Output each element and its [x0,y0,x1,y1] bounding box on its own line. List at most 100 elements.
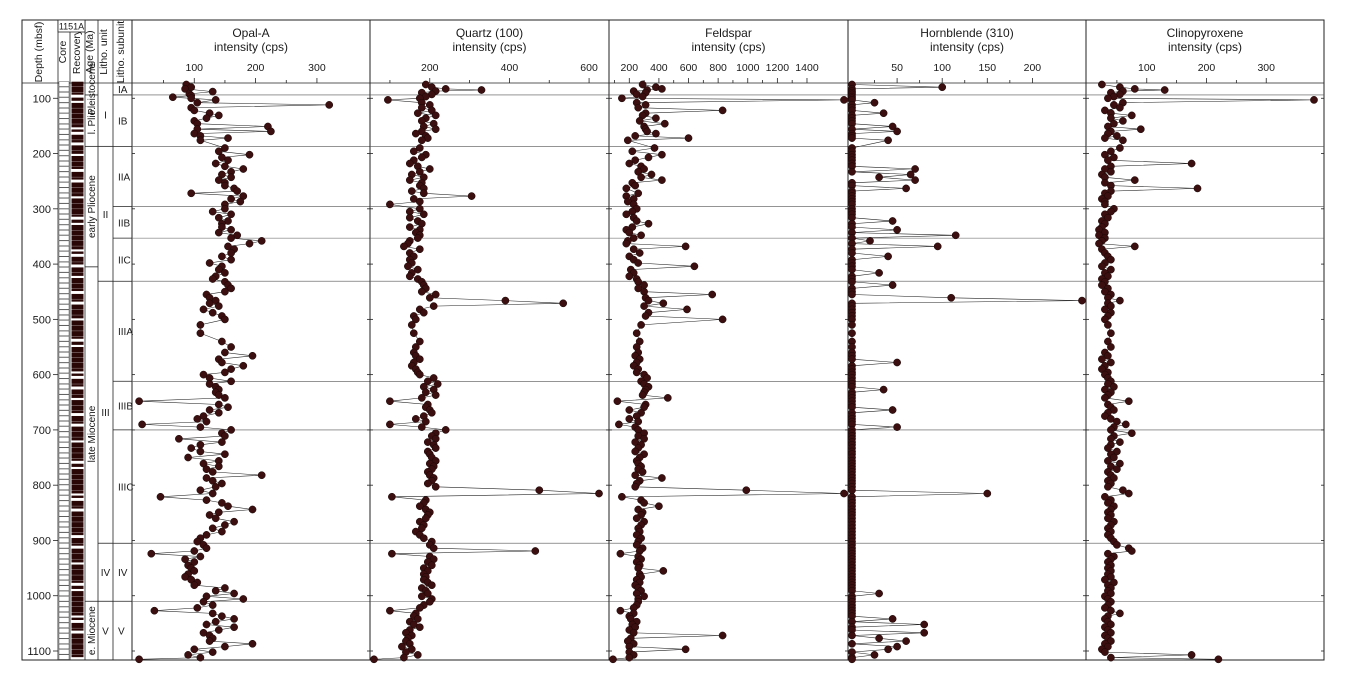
data-point [1104,94,1112,103]
data-point [429,544,438,553]
recovery-block [71,415,84,422]
data-point [425,597,434,606]
data-point [208,87,217,96]
data-point [947,293,956,302]
data-point [413,109,422,118]
recovery-block [71,108,84,114]
data-point [866,237,874,245]
recovery-block [71,373,84,376]
data-point [227,210,235,219]
data-point [632,541,641,549]
depth-axis-title: Depth (mbsf) [33,22,45,83]
data-point [1113,465,1121,474]
data-point [658,150,666,159]
x-tick-label: 600 [580,62,598,74]
data-point [417,287,426,296]
data-point [634,103,643,112]
core-box [58,320,70,326]
data-point [848,277,856,286]
core-box [58,81,70,87]
data-point [609,655,617,664]
recovery-block [71,601,84,607]
data-point [239,595,248,603]
core-box [58,357,70,363]
data-point [214,111,223,120]
data-point [1127,547,1136,555]
data-point [1098,355,1106,364]
data-point [1119,486,1127,495]
core-box [58,421,70,427]
core-box [58,399,70,405]
age-label: l. Plio. [87,107,98,134]
data-point [388,492,396,501]
data-point [227,377,235,386]
data-point [221,204,229,213]
recovery-block [71,447,84,453]
core-box [58,654,70,660]
panel-title: Quartz (100) [456,26,523,40]
data-point [1098,262,1106,271]
recovery-block [71,118,84,124]
recovery-block [71,543,84,546]
recovery-block [71,134,84,140]
subunit-label: IIC [118,256,131,267]
data-point [267,127,275,136]
depth-tick-label: 500 [33,314,51,326]
data-point [920,620,929,629]
unit-label: IV [101,568,111,579]
data-point [884,645,892,654]
subunit-label: IB [118,117,128,128]
data-point [1214,655,1223,664]
data-point [634,284,643,293]
core-box [58,405,70,411]
data-point [405,213,414,222]
data-point [211,482,220,491]
data-trace [612,84,845,660]
core-box [58,304,70,310]
recovery-block [71,288,84,292]
data-point [202,620,211,629]
core-box [58,415,70,421]
data-point [190,106,199,115]
recovery-block [71,506,84,509]
data-point [227,343,235,351]
data-point [742,486,751,495]
data-point [415,623,424,632]
data-point [477,86,486,94]
core-box [58,362,70,368]
core-box [58,145,70,151]
recovery-block [71,426,84,432]
data-point [224,156,232,165]
recovery-block [71,166,84,169]
recovery-block [71,474,84,480]
x-tick-label: 200 [1024,62,1042,74]
data-point [1104,351,1112,360]
panel-title: Feldspar [705,26,752,40]
data-point [184,651,192,659]
x-tick-label: 200 [247,62,265,74]
data-point [613,397,622,406]
recovery-block [71,224,84,230]
core-box [58,474,70,480]
data-point [214,228,223,237]
data-point [848,486,856,495]
age-label: late Miocene [87,405,98,462]
recovery-block [71,278,84,284]
core-box [58,569,70,575]
data-point [196,329,205,338]
core-box [58,606,70,612]
data-point [875,173,883,182]
data-point [214,508,223,517]
data-point [405,223,414,231]
recovery-block [71,304,84,310]
data-point [1124,489,1133,498]
core-box [58,601,70,607]
recovery-block [71,198,84,204]
data-point [663,394,672,402]
data-point [1104,499,1112,507]
data-point [417,136,426,145]
recovery-block [71,357,84,363]
core-box [58,314,70,321]
data-point [221,348,229,357]
